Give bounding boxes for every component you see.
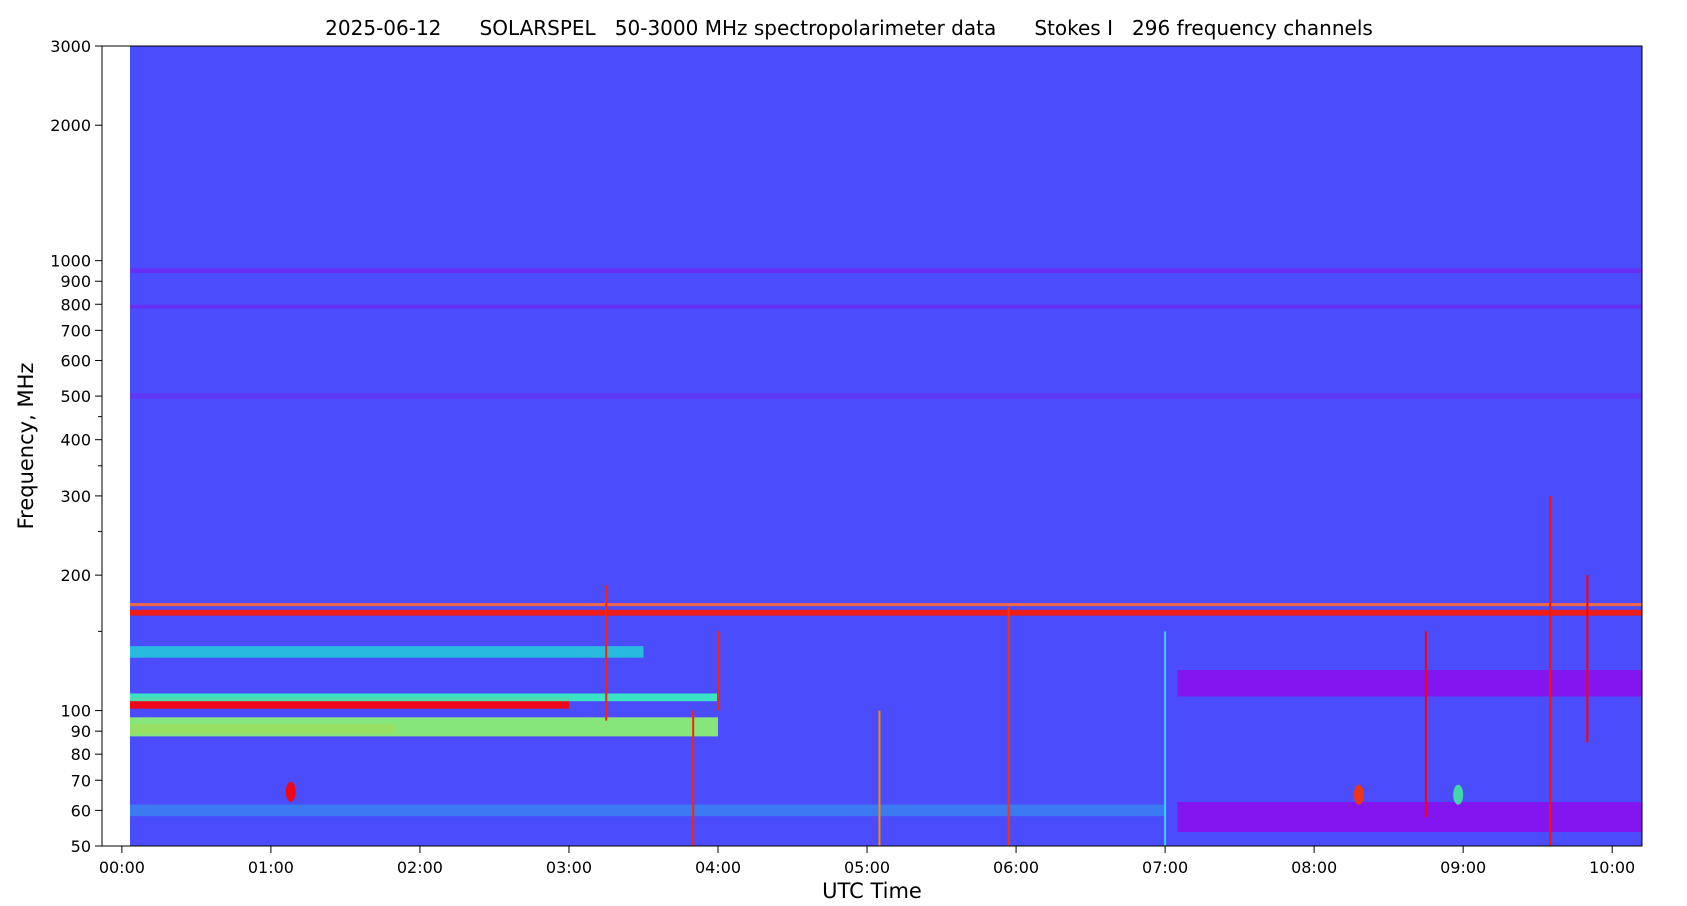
x-tick-label: 09:00 <box>1440 858 1486 877</box>
spectral-band <box>130 646 644 658</box>
y-tick-label: 90 <box>71 722 91 741</box>
spectral-band <box>130 603 1642 607</box>
spectral-band <box>130 304 1642 309</box>
spectral-band <box>130 717 718 737</box>
y-tick-label: 600 <box>60 351 91 370</box>
y-tick-label: 70 <box>71 771 91 790</box>
x-tick-label: 00:00 <box>99 858 145 877</box>
spectral-band <box>130 693 718 702</box>
spectral-band <box>1177 801 1642 833</box>
y-tick-label: 3000 <box>50 37 91 56</box>
plot-area <box>130 46 1642 846</box>
y-tick-label: 1000 <box>50 252 91 271</box>
spectral-band <box>130 393 1642 400</box>
x-tick-label: 07:00 <box>1142 858 1188 877</box>
plot-frame <box>101 45 1643 847</box>
x-tick-label: 02:00 <box>397 858 443 877</box>
x-tick-label: 05:00 <box>844 858 890 877</box>
spectral-band <box>130 268 1642 274</box>
x-tick-label: 06:00 <box>993 858 1039 877</box>
y-tick-label: 900 <box>60 272 91 291</box>
y-tick-label: 2000 <box>50 116 91 135</box>
chart-title: 2025-06-12 SOLARSPEL 50-3000 MHz spectro… <box>325 16 1373 40</box>
y-tick-label: 60 <box>71 801 91 820</box>
spectral-band <box>130 697 569 709</box>
y-tick-label: 80 <box>71 745 91 764</box>
x-tick-label: 03:00 <box>546 858 592 877</box>
y-tick-label: 800 <box>60 295 91 314</box>
spectral-band <box>130 804 1166 817</box>
y-tick-label: 300 <box>60 487 91 506</box>
x-tick-label: 01:00 <box>248 858 294 877</box>
burst-blob <box>1453 784 1464 805</box>
x-axis: 00:00 01:00 02:00 03:00 04:00 05:00 06:00 07:00… <box>99 846 1635 877</box>
x-axis-label: UTC Time <box>822 879 922 903</box>
y-tick-label: 500 <box>60 387 91 406</box>
y-tick-label: 100 <box>60 702 91 721</box>
spectral-band <box>1177 670 1642 697</box>
x-tick-label: 08:00 <box>1291 858 1337 877</box>
x-tick-label: 10:00 <box>1589 858 1635 877</box>
spectral-band <box>130 609 1642 616</box>
y-tick-label: 700 <box>60 321 91 340</box>
spectral-features <box>130 268 1642 846</box>
data-field <box>130 46 1642 846</box>
y-tick-label: 50 <box>71 837 91 856</box>
y-axis-label: Frequency, MHz <box>14 363 38 530</box>
x-tick-label: 04:00 <box>695 858 741 877</box>
y-tick-label: 200 <box>60 566 91 585</box>
y-tick-label: 400 <box>60 431 91 450</box>
burst-blob <box>285 781 296 802</box>
burst-blob <box>1353 784 1364 805</box>
